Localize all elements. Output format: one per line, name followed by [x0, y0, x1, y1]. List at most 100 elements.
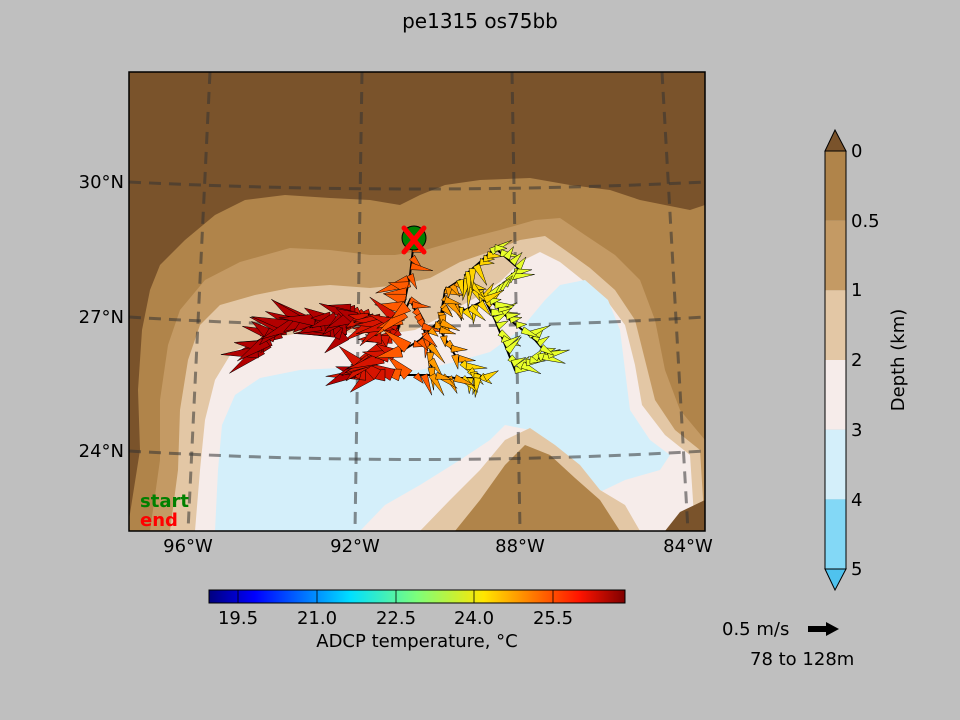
- temperature-colorbar: 19.5 21.0 22.5 24.0 25.5 ADCP temperatur…: [208, 589, 626, 652]
- depth-tick-0: 0: [851, 141, 862, 162]
- depth-tick-2: 2: [851, 350, 862, 371]
- velocity-vector: [483, 289, 505, 304]
- velocity-vector: [494, 301, 515, 309]
- depth-colorbar-frame: [824, 150, 847, 570]
- temp-tick-22-5: 22.5: [376, 608, 416, 629]
- velocity-vector: [508, 316, 523, 324]
- velocity-vector: [514, 256, 527, 271]
- vector-key: 0.5 m/s 78 to 128m: [722, 619, 854, 670]
- temp-tick-24-0: 24.0: [454, 608, 494, 629]
- temperature-colorbar-label: ADCP temperature, °C: [316, 631, 517, 652]
- depth-colorbar-segment: [825, 360, 846, 430]
- depth-colorbar-bottom-extend: [824, 568, 847, 592]
- velocity-vector: [411, 301, 431, 309]
- velocity-vector: [515, 321, 528, 329]
- velocity-vector: [427, 326, 439, 337]
- velocity-vector: [520, 361, 542, 375]
- velocity-vector: [385, 354, 413, 380]
- velocity-vector: [482, 370, 499, 382]
- velocity-vector: [539, 344, 555, 356]
- velocity-vector: [468, 268, 477, 290]
- end-marker: [401, 225, 427, 255]
- velocity-vector: [444, 287, 453, 299]
- velocity-vector: [502, 335, 521, 349]
- velocity-vector: [350, 370, 375, 393]
- lon-label-92w: 92°W: [330, 536, 380, 557]
- velocity-vector: [473, 377, 482, 398]
- velocity-vector: [449, 282, 460, 298]
- depth-colorbar-segment: [825, 429, 846, 500]
- velocity-vector: [435, 371, 453, 380]
- velocity-vector: [427, 357, 443, 377]
- velocity-vector: [489, 297, 503, 306]
- temp-tick-21-0: 21.0: [297, 608, 337, 629]
- velocity-vector: [382, 329, 412, 353]
- velocity-vector: [494, 244, 508, 252]
- depth-colorbar: 0 0.5 1 2 3 4 5 Depth (km): [824, 128, 909, 592]
- depth-colorbar-top-extend: [824, 128, 847, 152]
- vector-key-arrow: [808, 622, 839, 636]
- depth-tick-3: 3: [851, 420, 862, 441]
- velocity-vector: [509, 252, 523, 266]
- depth-tick-5: 5: [851, 559, 862, 580]
- velocity-vector: [439, 318, 460, 332]
- velocity-vector: [420, 373, 433, 396]
- temp-tick-25-5: 25.5: [533, 608, 573, 629]
- velocity-vector: [416, 337, 429, 352]
- velocity-vector: [495, 320, 510, 330]
- depth-tick-1: 1: [851, 280, 862, 301]
- velocity-vector: [409, 262, 433, 271]
- velocity-vector: [458, 354, 476, 363]
- velocity-vector: [520, 326, 540, 338]
- vector-key-speed: 0.5 m/s: [722, 619, 789, 640]
- velocity-vector: [461, 307, 475, 322]
- legend-start: start: [140, 491, 189, 512]
- velocity-vector: [510, 357, 526, 368]
- yucatan-land: [455, 445, 620, 531]
- map-panel: start end 30°N 27°N 24°N 96°W 92°W 88°W …: [79, 71, 713, 557]
- velocity-vector: [450, 344, 468, 353]
- velocity-vector: [505, 312, 521, 321]
- lon-label-84w: 84°W: [663, 536, 713, 557]
- lat-label-30n: 30°N: [79, 172, 124, 193]
- depth-tick-05: 0.5: [851, 211, 880, 232]
- depth-colorbar-segment: [825, 499, 846, 569]
- depth-colorbar-label: Depth (km): [888, 309, 909, 412]
- velocity-vector: [453, 374, 475, 386]
- velocity-vector: [467, 304, 486, 321]
- velocity-vector: [426, 342, 446, 364]
- figure-title: pe1315 os75bb: [402, 9, 558, 33]
- velocity-vector: [476, 299, 492, 317]
- depth-tick-4: 4: [851, 490, 862, 511]
- temperature-colorbar-bar: [208, 589, 626, 604]
- velocity-vector: [535, 335, 551, 348]
- velocity-vector: [503, 245, 515, 261]
- velocity-vector: [412, 372, 424, 384]
- velocity-vector: [486, 251, 503, 259]
- lat-label-24n: 24°N: [79, 441, 124, 462]
- velocity-vector: [472, 263, 488, 286]
- depth-colorbar-segment: [825, 220, 846, 291]
- lon-label-88w: 88°W: [495, 536, 545, 557]
- lat-label-27n: 27°N: [79, 307, 124, 328]
- velocity-vector: [440, 304, 454, 318]
- graticule: [129, 72, 705, 531]
- velocity-vector: [438, 326, 456, 335]
- depth-colorbar-segment: [825, 151, 846, 221]
- temp-tick-19-5: 19.5: [218, 608, 258, 629]
- cuba-land: [665, 500, 705, 531]
- velocity-vector: [406, 273, 418, 290]
- depth-band-3-4: [215, 280, 670, 531]
- velocity-vector: [374, 345, 404, 359]
- velocity-vector: [546, 349, 570, 359]
- vector-key-depth-range: 78 to 128m: [750, 649, 854, 670]
- legend-end: end: [140, 510, 178, 531]
- velocity-vector: [391, 301, 412, 319]
- depth-colorbar-segment: [825, 290, 846, 360]
- velocity-vector: [465, 362, 488, 371]
- velocity-vector: [422, 332, 438, 348]
- velocity-vector: [428, 372, 445, 396]
- lon-label-96w: 96°W: [163, 536, 213, 557]
- cruise-track: [220, 237, 570, 398]
